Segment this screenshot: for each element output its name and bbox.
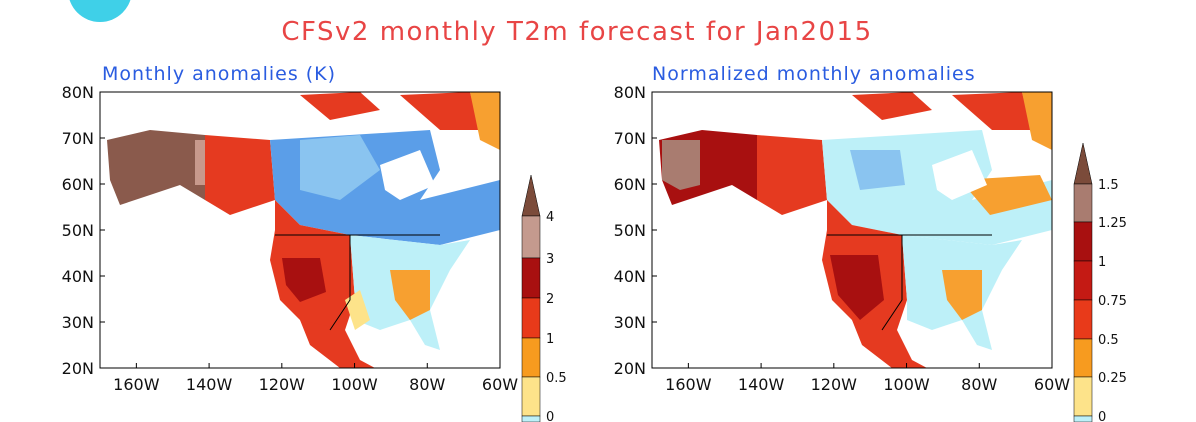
logo — [69, 0, 131, 22]
lat-label: 30N — [614, 313, 646, 332]
colorbar-label: 3 — [546, 252, 554, 267]
lon-label: 80W — [961, 375, 997, 394]
lat-label: 30N — [62, 313, 94, 332]
lat-label: 50N — [62, 221, 94, 240]
lon-label: 160W — [113, 375, 160, 394]
lon-label: 120W — [811, 375, 858, 394]
subtitle: Normalized monthly anomalies — [652, 63, 976, 85]
lat-label: 70N — [614, 129, 646, 148]
lat-label: 60N — [614, 175, 646, 194]
lon-label: 140W — [738, 375, 785, 394]
colorbar-label: 0.75 — [1098, 294, 1127, 309]
subtitle: Monthly anomalies (K) — [102, 63, 336, 85]
colorbar-label: 2 — [546, 292, 554, 307]
colorbar — [1073, 142, 1093, 422]
lon-label: 60W — [482, 375, 518, 394]
lat-label: 40N — [614, 267, 646, 286]
lat-label: 80N — [62, 83, 94, 102]
colorbar-label: 1 — [546, 332, 554, 347]
colorbar-label: 1.5 — [1098, 178, 1119, 193]
lat-label: 40N — [62, 267, 94, 286]
lon-label: 60W — [1034, 375, 1070, 394]
colorbar-label: 0 — [546, 410, 554, 422]
lat-label: 80N — [614, 83, 646, 102]
lon-label: 160W — [665, 375, 712, 394]
lat-label: 20N — [614, 359, 646, 378]
colorbar — [521, 174, 541, 422]
lon-label: 100W — [883, 375, 930, 394]
lat-label: 70N — [62, 129, 94, 148]
map — [100, 92, 500, 368]
colorbar-label: 1 — [1098, 255, 1106, 270]
colorbar-label: 0.5 — [1098, 333, 1119, 348]
lat-label: 60N — [62, 175, 94, 194]
lon-label: 140W — [186, 375, 233, 394]
lon-label: 100W — [331, 375, 378, 394]
colorbar-label: 0.25 — [1098, 371, 1127, 386]
colorbar-label: 4 — [546, 210, 554, 225]
colorbar-label: 1.25 — [1098, 216, 1127, 231]
colorbar-label: 0.5 — [546, 371, 567, 386]
lat-label: 20N — [62, 359, 94, 378]
colorbar-label: 0 — [1098, 410, 1106, 422]
lat-label: 50N — [614, 221, 646, 240]
title: CFSv2 monthly T2m forecast for Jan2015 — [281, 17, 872, 47]
lon-label: 120W — [259, 375, 306, 394]
map — [652, 92, 1052, 368]
lon-label: 80W — [409, 375, 445, 394]
